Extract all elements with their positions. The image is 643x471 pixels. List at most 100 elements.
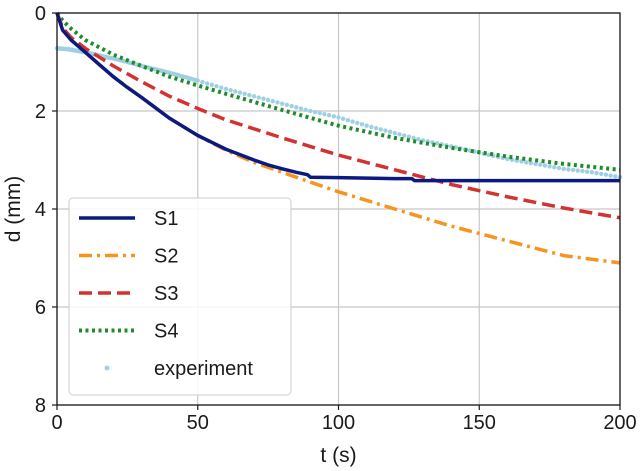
experiment-point bbox=[378, 127, 383, 132]
experiment-point bbox=[355, 120, 360, 126]
experiment-point bbox=[599, 171, 604, 177]
experiment-point bbox=[219, 85, 224, 90]
experiment-point bbox=[284, 102, 290, 108]
y-tick-label: 8 bbox=[35, 395, 46, 417]
legend-label-s4: S4 bbox=[154, 321, 178, 343]
experiment-point bbox=[561, 166, 566, 172]
y-tick-label: 6 bbox=[35, 297, 46, 319]
legend-label-s2: S2 bbox=[154, 246, 178, 268]
experiment-point bbox=[416, 136, 421, 142]
legend-item-s3: S3 bbox=[79, 283, 178, 305]
experiment-point bbox=[566, 167, 571, 172]
experiment-point bbox=[270, 99, 276, 104]
experiment-point bbox=[242, 91, 247, 97]
experiment-point bbox=[364, 123, 369, 128]
experiment-point bbox=[486, 152, 491, 157]
series-line-s1 bbox=[55, 12, 620, 183]
experiment-point bbox=[397, 132, 402, 137]
experiment-point bbox=[350, 119, 355, 124]
experiment-point bbox=[359, 122, 365, 127]
legend-swatch-experiment bbox=[104, 365, 110, 371]
experiment-point bbox=[261, 96, 266, 101]
experiment-point bbox=[575, 168, 580, 173]
experiment-point bbox=[280, 101, 285, 106]
experiment-point bbox=[345, 117, 351, 123]
experiment-point bbox=[547, 164, 552, 169]
legend: S1 S2 S3 S4 experiment bbox=[68, 197, 292, 396]
experiment-point bbox=[434, 141, 440, 146]
experiment-point bbox=[373, 125, 379, 131]
x-axis-label: t (s) bbox=[320, 444, 356, 467]
experiment-point bbox=[223, 86, 229, 92]
experiment-point bbox=[533, 161, 538, 167]
experiment-point bbox=[265, 97, 271, 103]
experiment-point bbox=[401, 133, 407, 138]
experiment-point bbox=[214, 83, 219, 89]
experiment-point bbox=[326, 113, 332, 118]
experiment-point bbox=[256, 95, 261, 100]
x-tick-label: 150 bbox=[463, 412, 496, 434]
experiment-point bbox=[336, 115, 341, 120]
experiment-point bbox=[369, 124, 374, 130]
series-line-s4 bbox=[55, 11, 621, 172]
experiment-point bbox=[228, 87, 233, 93]
experiment-point bbox=[340, 116, 346, 121]
experiment-point bbox=[556, 165, 562, 171]
legend-item-experiment: experiment bbox=[104, 358, 253, 380]
experiment-point bbox=[594, 170, 599, 176]
experiment-point bbox=[589, 170, 595, 175]
experiment-point bbox=[322, 111, 327, 117]
experiment-point bbox=[538, 162, 543, 167]
experiment-point bbox=[209, 82, 215, 87]
experiment-point bbox=[608, 173, 613, 178]
experiment-point bbox=[542, 163, 548, 168]
experiment-point bbox=[233, 89, 238, 94]
experiment-point bbox=[528, 160, 534, 166]
legend-label-s3: S3 bbox=[154, 283, 178, 305]
series-line-s3 bbox=[55, 12, 621, 220]
tick-labels: 0 50 100 150 200 0 2 4 6 8 bbox=[35, 3, 637, 434]
experiment-point bbox=[580, 168, 585, 174]
experiment-point bbox=[453, 145, 458, 150]
experiment-point bbox=[570, 167, 576, 173]
experiment-point bbox=[603, 172, 609, 177]
x-tick-label: 50 bbox=[187, 412, 209, 434]
experiment-point bbox=[505, 156, 510, 162]
experiment-point bbox=[200, 79, 205, 85]
legend-label-experiment: experiment bbox=[154, 358, 253, 380]
experiment-point bbox=[251, 94, 257, 99]
experiment-point bbox=[387, 129, 393, 135]
experiment-point bbox=[195, 78, 200, 83]
experiment-point bbox=[613, 174, 618, 179]
experiment-point bbox=[275, 100, 280, 105]
series-layer bbox=[54, 11, 623, 265]
experiment-point bbox=[317, 110, 322, 116]
x-tick-label: 200 bbox=[603, 412, 636, 434]
x-tick-label: 100 bbox=[322, 412, 355, 434]
y-tick-label: 2 bbox=[35, 101, 46, 123]
experiment-point bbox=[392, 130, 397, 136]
experiment-point bbox=[247, 92, 252, 98]
legend-item-s1: S1 bbox=[79, 208, 178, 230]
experiment-point bbox=[584, 169, 590, 174]
y-axis-label: d (mm) bbox=[2, 176, 25, 243]
experiment-point bbox=[523, 160, 529, 165]
experiment-point bbox=[312, 109, 318, 115]
experiment-point bbox=[552, 164, 557, 170]
experiment-point bbox=[298, 106, 304, 111]
legend-item-s2: S2 bbox=[79, 246, 178, 268]
experiment-point bbox=[411, 135, 416, 141]
y-tick-label: 0 bbox=[35, 3, 46, 25]
experiment-point bbox=[308, 108, 313, 114]
experiment-point bbox=[237, 90, 243, 95]
experiment-point bbox=[289, 103, 294, 109]
experiment-point bbox=[204, 81, 210, 86]
x-tick-label: 0 bbox=[51, 412, 62, 434]
legend-item-s4: S4 bbox=[79, 321, 178, 343]
experiment-point bbox=[303, 107, 308, 112]
experiment-point bbox=[331, 114, 337, 119]
legend-label-s1: S1 bbox=[154, 208, 178, 230]
experiment-point bbox=[406, 134, 412, 139]
experiment-point bbox=[294, 105, 299, 110]
